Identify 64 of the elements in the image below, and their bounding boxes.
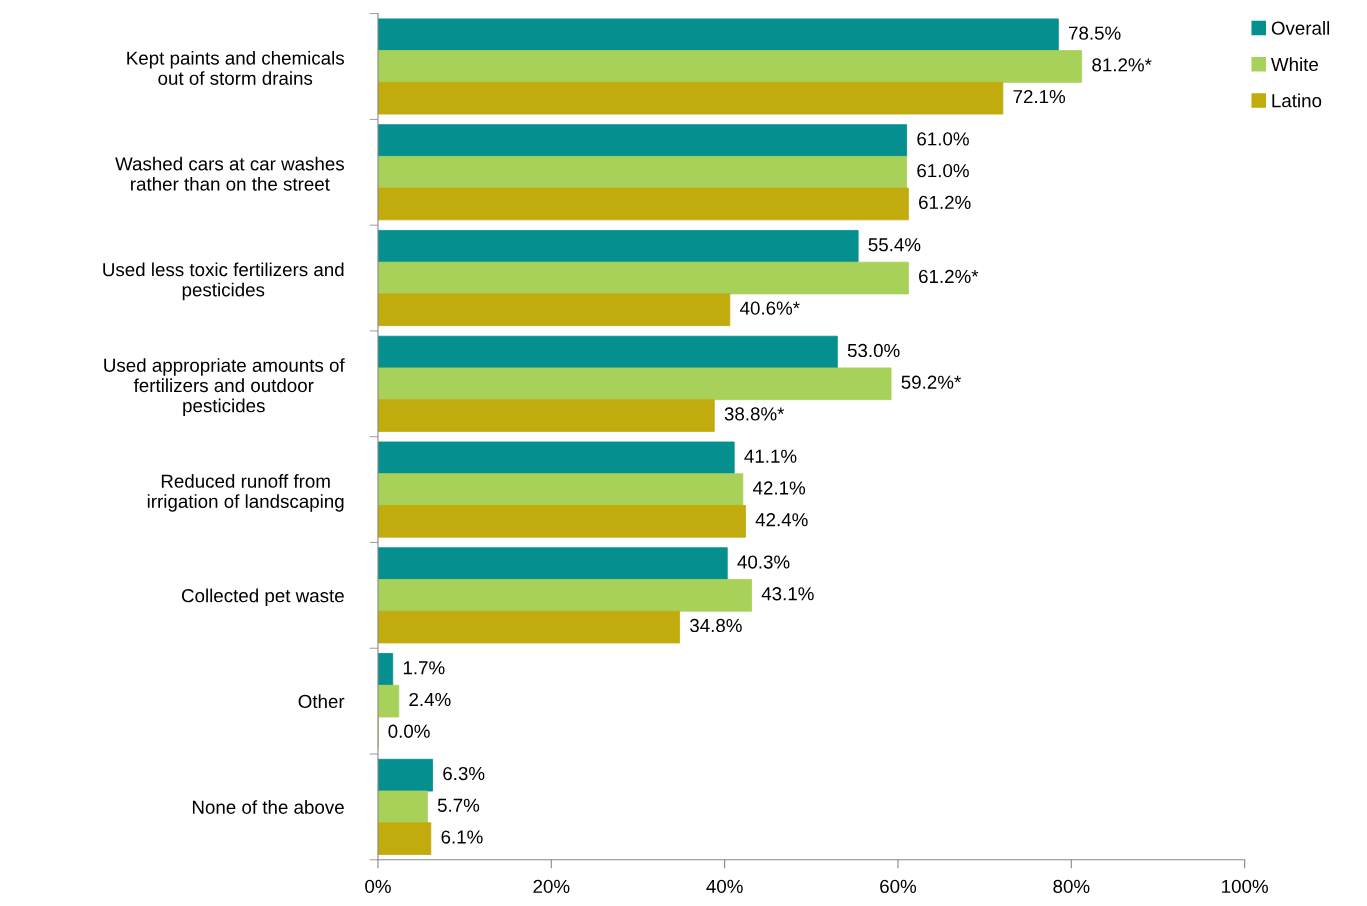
data-label: 40.6%* [740,301,800,315]
bar [377,822,432,855]
data-label: 2.4% [409,692,451,707]
y-tick-label: Used less toxic fertilizers and pesticides [103,262,344,301]
y-tick-label: Reduced runoff from irrigation of landscaping [147,474,344,512]
x-tick-label: 0% [365,879,391,894]
bar [377,653,394,686]
bar [377,81,1004,115]
bar [377,758,433,792]
data-label: 81.2%* [1092,58,1152,72]
bar [377,610,680,644]
bar [377,187,909,221]
data-label: 5.7% [437,798,480,812]
data-label: 53.0% [847,343,900,358]
data-label: 34.8% [690,618,742,633]
bar [377,790,428,824]
x-tick-label: 40% [706,879,743,894]
data-label: 6.1% [441,830,483,844]
bar [377,335,838,369]
data-label: 0.0% [388,724,430,738]
x-tick-label: 100% [1222,879,1268,894]
legend-label: Overall [1271,21,1330,35]
bar [377,579,752,612]
data-label: 43.1% [761,587,814,601]
bar [377,399,715,432]
data-label: 78.5% [1069,26,1121,40]
bar [377,50,1083,83]
y-tick-label: None of the above [192,800,344,814]
bar [377,473,744,506]
bar [377,261,909,295]
data-label: 55.4% [868,238,921,252]
data-label: 59.2%* [901,375,961,389]
data-label: 61.2%* [919,269,979,284]
bar [377,124,908,157]
bar [377,18,1059,52]
data-label: 72.1% [1013,89,1066,104]
bar [377,684,400,718]
data-label: 61.0% [917,164,969,178]
bar [377,155,908,189]
bar [377,230,859,263]
y-tick-label: Used appropriate amounts of fertilizers and outdoor pesticides [104,358,345,417]
bar [377,367,892,401]
y-tick-label: Other [298,694,345,709]
data-label: 41.1% [744,449,797,463]
legend-label: Latino [1272,93,1322,108]
data-label: 61.0% [917,132,969,146]
data-label: 42.4% [755,513,808,527]
x-tick-label: 20% [533,879,570,894]
y-tick-label: Collected pet waste [181,588,344,607]
bar [377,293,731,327]
data-label: 6.3% [443,766,485,781]
x-tick-label: 60% [880,879,917,894]
y-tick-label: Kept paints and chemicals out of storm drains [127,50,344,85]
data-label: 40.3% [737,555,790,569]
legend-label: White [1270,57,1318,72]
data-label: 38.8%* [724,407,785,421]
data-label: 42.1% [753,481,806,495]
bar [377,441,735,475]
y-tick-label: Washed cars at car washes rather than on the street [115,156,344,191]
bar [377,505,746,538]
x-tick-label: 80% [1053,879,1090,894]
data-label: 1.7% [403,661,445,675]
data-label: 61.2% [919,195,971,210]
bar [377,547,728,580]
